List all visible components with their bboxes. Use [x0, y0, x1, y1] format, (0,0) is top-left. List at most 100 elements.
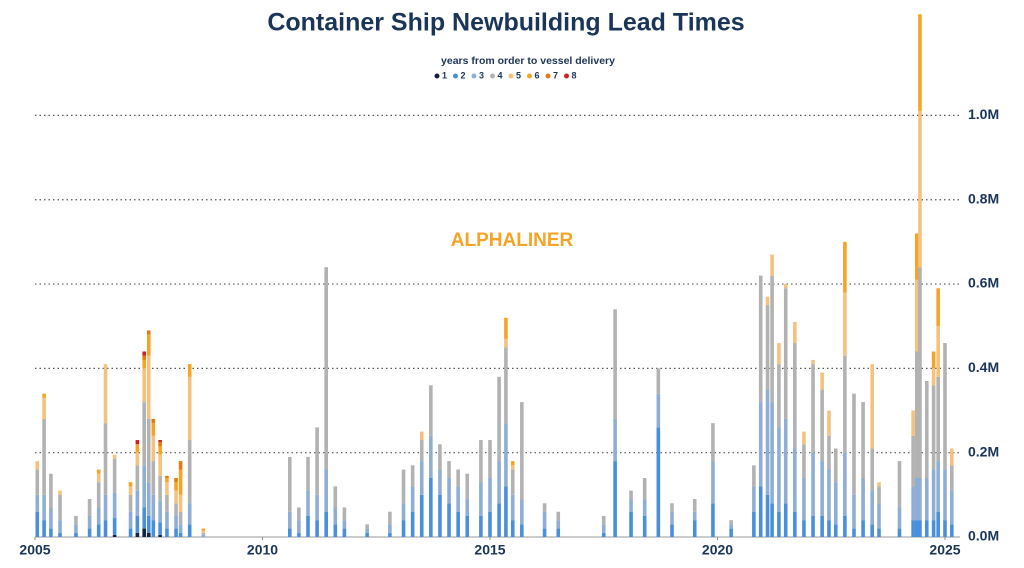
y-tick-label: 0.8M: [968, 190, 999, 206]
bar-segment: [287, 511, 292, 529]
bar-segment: [924, 520, 929, 537]
bar-segment: [729, 528, 733, 537]
legend-label: 4: [498, 70, 503, 80]
bar-segment: [447, 477, 451, 504]
legend-marker: [453, 73, 458, 79]
bar-segment: [488, 511, 492, 537]
bar-segment: [777, 343, 781, 365]
bar-segment: [510, 469, 515, 495]
bar-segment: [488, 477, 492, 512]
legend-label: 6: [535, 70, 540, 80]
bar-segment: [306, 456, 310, 491]
bar-segment: [465, 499, 470, 516]
bar-segment: [670, 511, 674, 525]
bar-segment: [174, 490, 178, 504]
bar-segment: [142, 355, 146, 360]
bar-segment: [151, 520, 156, 537]
bar-segment: [711, 503, 715, 537]
bar-segment: [112, 454, 117, 460]
legend-marker: [527, 73, 532, 79]
bar-segment: [151, 418, 156, 424]
bar-segment: [297, 532, 301, 537]
bar-segment: [365, 528, 369, 533]
bar-segment: [306, 490, 310, 516]
bar-segment: [112, 518, 117, 535]
bar-segment: [287, 528, 292, 537]
bar-segment: [870, 490, 874, 525]
bar-segment: [333, 524, 338, 537]
bar-segment: [793, 448, 797, 512]
bar-segment: [783, 503, 788, 537]
bar-segment: [802, 444, 806, 478]
bar-segment: [765, 494, 770, 537]
bar-segment: [556, 511, 561, 521]
bar-segment: [174, 515, 178, 529]
bar-segment: [931, 469, 936, 521]
bar-segment: [670, 503, 674, 512]
bar-segment: [542, 511, 547, 529]
bar-segment: [642, 499, 647, 516]
bar-segment: [924, 381, 929, 478]
bar-segment: [135, 452, 140, 466]
bar-segment: [388, 524, 392, 533]
bar-segment: [178, 494, 183, 512]
bar-segment: [861, 402, 865, 478]
bar-segment: [158, 522, 162, 535]
legend-label: 5: [516, 70, 521, 80]
bar-segment: [918, 111, 922, 268]
bar-segment: [870, 524, 874, 537]
bar-segment: [931, 368, 936, 386]
bar-segment: [342, 507, 347, 521]
bar-segment: [324, 469, 328, 512]
bar-segment: [833, 482, 838, 525]
bar-segment: [438, 469, 442, 495]
bar-segment: [297, 507, 301, 521]
bar-segment: [629, 490, 633, 500]
bar-segment: [918, 267, 922, 478]
bar-segment: [520, 499, 524, 525]
bar-segment: [488, 440, 492, 478]
bar-segment: [950, 448, 954, 466]
bar-segment: [918, 477, 922, 521]
bar-segment: [178, 511, 183, 525]
bar-segment: [74, 515, 78, 525]
bar-segment: [479, 515, 483, 537]
bar-segment: [843, 355, 847, 453]
bar-segment: [465, 515, 470, 537]
bar-segment: [142, 359, 146, 369]
bar-segment: [911, 486, 915, 521]
bar-segment: [642, 477, 647, 500]
bar-segment: [765, 305, 770, 390]
bar-segment: [783, 284, 788, 289]
bar-segment: [128, 494, 133, 512]
bar-segment: [419, 461, 424, 495]
bar-segment: [74, 532, 78, 537]
legend-marker: [545, 73, 551, 79]
bar-segment: [135, 532, 140, 537]
bar-segment: [410, 511, 415, 537]
bar-segment: [770, 402, 774, 504]
bar-segment: [843, 292, 847, 356]
chart-title: Container Ship Newbuilding Lead Times: [267, 9, 744, 37]
bar-segment: [852, 393, 856, 495]
bar-segment: [504, 338, 508, 348]
bar-segment: [42, 520, 46, 537]
bar-segment: [820, 515, 824, 537]
bar-segment: [146, 515, 151, 533]
bar-segment: [103, 520, 108, 537]
bar-segment: [931, 351, 936, 369]
bar-segment: [613, 461, 617, 537]
bar-segment: [793, 511, 797, 537]
bar-segment: [96, 469, 101, 474]
bar-segment: [324, 267, 328, 470]
bar-segment: [128, 511, 133, 529]
legend-label: 2: [461, 70, 466, 80]
bar-segment: [811, 364, 815, 453]
bar-segment: [187, 440, 192, 504]
bar-segment: [613, 418, 617, 462]
bar-segment: [924, 477, 929, 521]
bar-segment: [914, 477, 919, 521]
bar-segment: [877, 528, 881, 537]
legend-marker: [434, 73, 440, 79]
bar-segment: [142, 402, 146, 466]
